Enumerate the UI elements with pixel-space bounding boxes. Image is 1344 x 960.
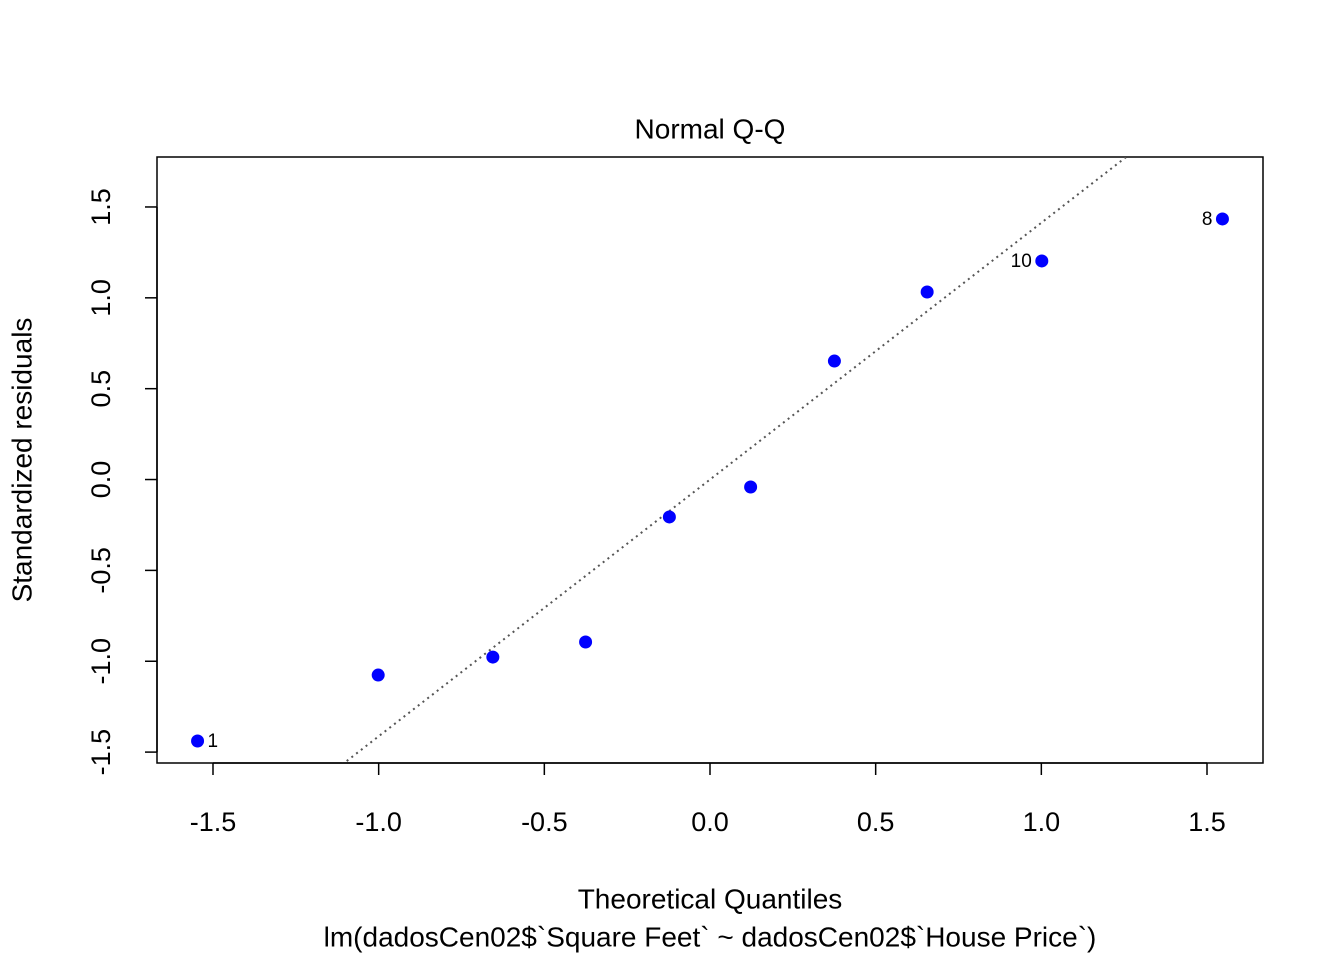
reference-line (342, 157, 1128, 763)
y-tick-label: 0.0 (86, 461, 116, 499)
point (1035, 254, 1049, 268)
x-tick-label: -1.0 (355, 807, 402, 837)
point-label: 8 (1202, 209, 1213, 230)
point (191, 734, 205, 748)
x-axis-title: Theoretical Quantiles (578, 883, 843, 914)
point-label: 10 (1011, 251, 1032, 272)
chart-title: Normal Q-Q (635, 113, 786, 144)
point (486, 650, 500, 664)
point (371, 668, 385, 682)
point-label: 1 (208, 731, 219, 752)
x-tick-label: 1.5 (1188, 807, 1226, 837)
y-tick-label: 0.5 (86, 370, 116, 408)
y-tick-label: 1.5 (86, 188, 116, 226)
point (827, 354, 841, 368)
point (662, 510, 676, 524)
y-axis-title: Standardized residuals (6, 318, 37, 603)
y-tick-label: 1.0 (86, 279, 116, 317)
y-tick-label: -0.5 (86, 547, 116, 594)
point (579, 635, 593, 649)
y-tick-label: -1.0 (86, 638, 116, 685)
x-tick-label: 0.5 (857, 807, 895, 837)
x-tick-label: -0.5 (521, 807, 568, 837)
x-tick-label: 0.0 (691, 807, 729, 837)
plot-frame (156, 156, 1264, 764)
point (1215, 212, 1229, 226)
y-tick-label: -1.5 (86, 729, 116, 776)
x-tick-label: -1.5 (190, 807, 237, 837)
point (920, 285, 934, 299)
point (744, 480, 758, 494)
subtitle: lm(dadosCen02$`Square Feet` ~ dadosCen02… (324, 921, 1097, 952)
x-tick-label: 1.0 (1023, 807, 1061, 837)
